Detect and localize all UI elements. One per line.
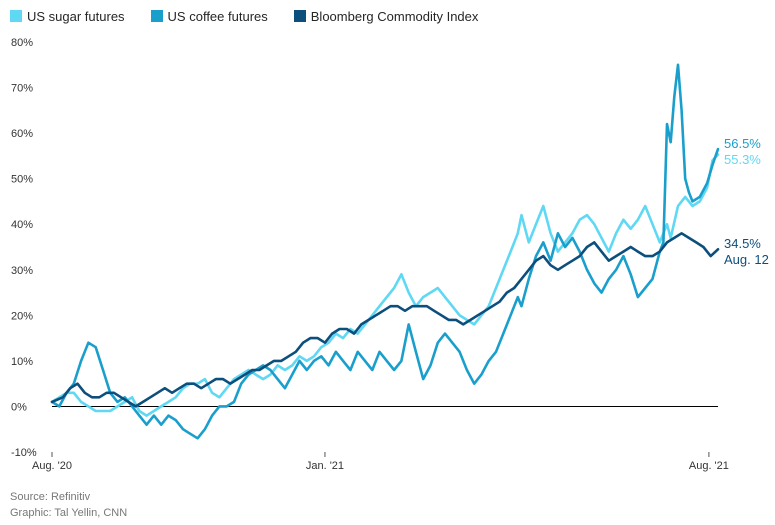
source-note: Source: Refinitiv: [10, 491, 91, 503]
y-tick-label: 0%: [11, 401, 27, 413]
y-tick-label: 10%: [11, 356, 33, 368]
legend-swatch-sugar: [10, 10, 22, 22]
legend-item-sugar: US sugar futures: [10, 9, 125, 24]
x-tick-label: Aug. '20: [32, 460, 72, 472]
x-tick-label: Jan. '21: [306, 460, 344, 472]
legend-swatch-coffee: [150, 10, 163, 22]
end-label-coffee: 56.5%: [724, 136, 761, 151]
legend-item-coffee: US coffee futures: [150, 8, 268, 24]
y-tick-label: 80%: [11, 37, 33, 49]
end-label-date: Aug. 12: [724, 252, 769, 267]
x-tick-label: Aug. '21: [689, 460, 729, 472]
series-line-sugar: [50, 153, 720, 417]
legend-item-bcom: Bloomberg Commodity Index: [293, 8, 479, 24]
chart-legend: US sugar futures US coffee futures Bloom…: [10, 6, 504, 26]
y-tick-label: 70%: [11, 83, 33, 95]
y-tick-label: 30%: [11, 265, 33, 277]
end-label-bcom: 34.5%: [724, 236, 761, 251]
y-tick-label: 20%: [11, 310, 33, 322]
end-label-sugar: 55.3%: [724, 152, 761, 167]
legend-label-bcom: Bloomberg Commodity Index: [310, 8, 479, 24]
graphic-credit: Graphic: Tal Yellin, CNN: [10, 507, 128, 519]
series-line-coffee: [50, 63, 720, 440]
series-line-bcom: [50, 232, 720, 408]
y-tick-label: 40%: [11, 219, 33, 231]
y-tick-label: 50%: [11, 174, 33, 186]
y-tick-label: -10%: [11, 447, 37, 459]
legend-label-sugar: US sugar futures: [27, 8, 125, 24]
y-tick-label: 60%: [11, 128, 33, 140]
legend-label-coffee: US coffee futures: [167, 8, 268, 24]
legend-swatch-bcom: [293, 10, 306, 22]
